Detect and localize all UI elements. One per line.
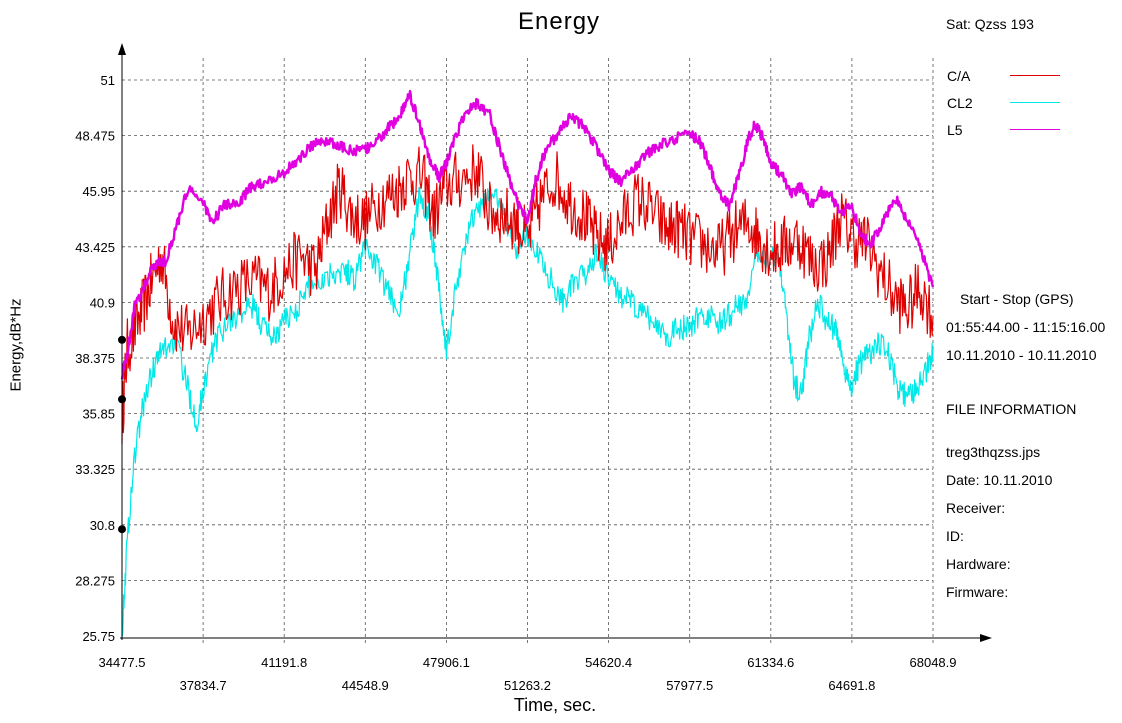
y-tick-label: 43.425	[75, 240, 115, 255]
series-line-cl2	[121, 186, 934, 637]
x-tick-label: 54620.4	[585, 655, 632, 670]
date-range: 10.11.2010 - 10.11.2010	[946, 347, 1097, 363]
x-tick-label: 34477.5	[99, 655, 146, 670]
x-tick-label: 41191.8	[261, 655, 307, 670]
chart-markers	[118, 335, 126, 534]
chart-grid	[122, 58, 934, 644]
legend-label-l5: L5	[947, 122, 963, 138]
x-axis-label: Time, sec.	[513, 695, 597, 715]
x-tick-label: 64691.8	[828, 678, 875, 693]
id-label: ID:	[946, 528, 964, 544]
y-tick-label: 48.475	[75, 129, 115, 144]
receiver-label: Receiver:	[946, 500, 1006, 516]
chart-axes	[118, 43, 992, 642]
satellite-label: Sat: Qzss 193	[946, 16, 1034, 32]
x-tick-label: 47906.1	[423, 655, 470, 670]
file-name: treg3thqzss.jps	[946, 444, 1041, 460]
x-tick-label: 57977.5	[666, 678, 713, 693]
axis-marker-dot	[118, 525, 126, 534]
period-label: Start - Stop (GPS)	[960, 291, 1074, 307]
series-line-l5	[120, 89, 935, 380]
legend-swatch-l5	[1010, 129, 1060, 130]
x-tick-label: 68048.9	[910, 655, 957, 670]
legend-label-ca: C/A	[947, 68, 971, 84]
y-tick-label: 35.85	[82, 407, 115, 422]
chart-title: Energy	[518, 8, 601, 35]
series-line-ca	[121, 144, 934, 445]
axis-marker-dot	[118, 335, 126, 344]
y-tick-label: 30.8	[90, 518, 115, 533]
x-tick-label: 37834.7	[180, 678, 227, 693]
y-tick-label: 33.325	[75, 462, 115, 477]
x-tick-label: 51263.2	[504, 678, 551, 693]
chart-series	[120, 89, 935, 637]
file-date: Date: 10.11.2010	[946, 472, 1053, 488]
y-tick-labels: 25.75 28.275 30.8 33.325 35.85 38.375 40.9 43.4…	[75, 73, 115, 644]
time-range: 01:55:44.00 - 11:15:16.00	[946, 319, 1106, 335]
firmware-label: Firmware:	[946, 584, 1009, 600]
legend-swatch-ca	[1010, 75, 1060, 76]
x-axis-arrow	[980, 634, 992, 642]
file-info-title: FILE INFORMATION	[946, 401, 1077, 417]
y-tick-label: 51	[101, 73, 115, 88]
axis-marker-dot	[118, 395, 126, 404]
y-axis-arrow	[118, 43, 126, 55]
y-tick-label: 38.375	[75, 351, 115, 366]
y-axis-label: Energy,dB*Hz	[7, 298, 25, 392]
x-tick-labels: 34477.5 37834.7 41191.8 44548.9 47906.1 51263…	[99, 655, 957, 693]
x-tick-label: 44548.9	[342, 678, 389, 693]
hardware-label: Hardware:	[946, 556, 1011, 572]
legend-swatch-cl2	[1010, 102, 1060, 103]
y-tick-label: 25.75	[82, 629, 115, 644]
legend-label-cl2: CL2	[947, 95, 973, 111]
x-tick-label: 61334.6	[747, 655, 794, 670]
y-tick-label: 40.9	[90, 295, 115, 310]
y-tick-label: 45.95	[82, 184, 115, 199]
y-tick-label: 28.275	[75, 573, 115, 588]
